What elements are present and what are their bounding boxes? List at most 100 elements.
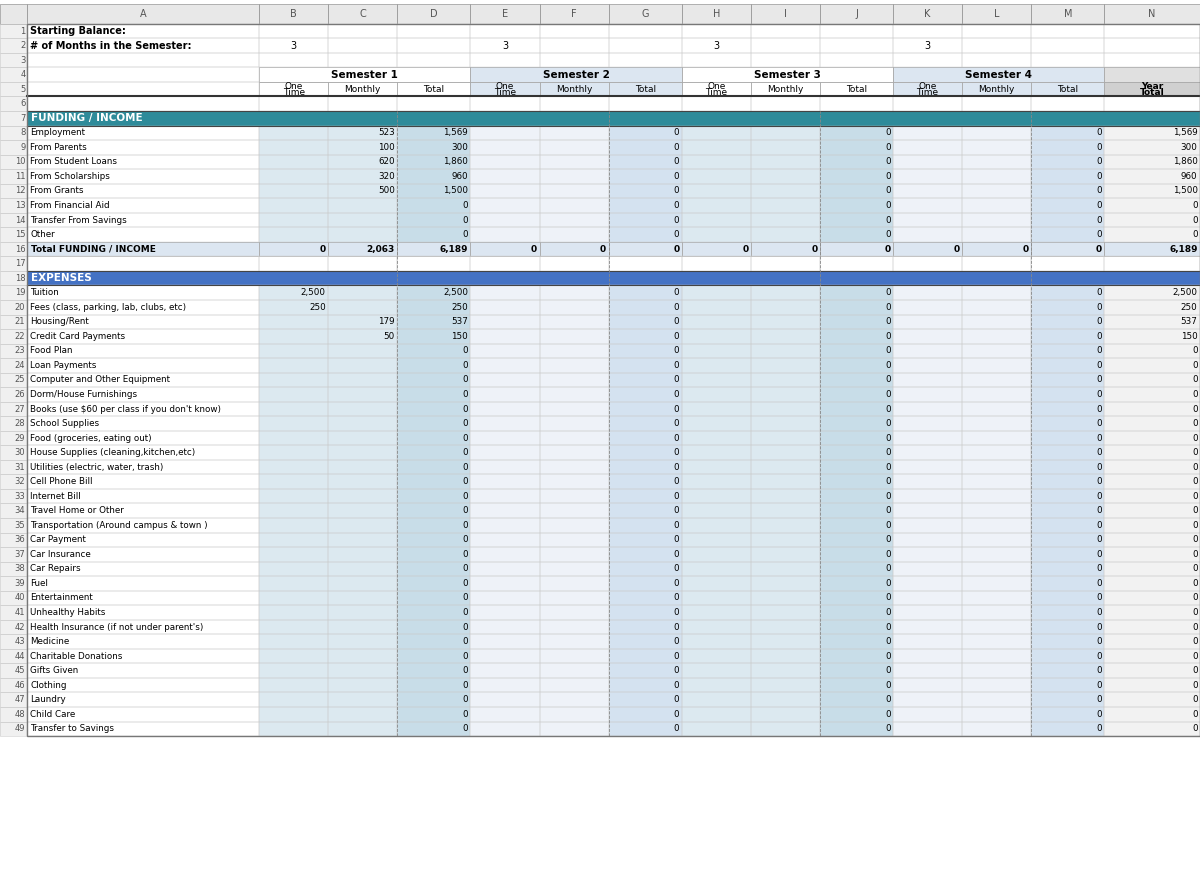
Bar xyxy=(893,547,962,562)
Bar xyxy=(1031,155,1104,169)
Bar xyxy=(893,126,962,140)
Text: 0: 0 xyxy=(673,478,679,486)
Text: 0: 0 xyxy=(673,361,679,370)
Bar xyxy=(682,315,751,329)
Bar xyxy=(1031,648,1104,663)
Bar xyxy=(682,648,751,663)
Text: L: L xyxy=(994,9,1000,19)
Bar xyxy=(26,620,259,634)
Bar xyxy=(540,591,608,605)
Bar xyxy=(0,242,26,256)
Bar xyxy=(329,126,397,140)
Bar xyxy=(1031,692,1104,707)
Bar xyxy=(893,489,962,504)
Bar xyxy=(962,126,1031,140)
Bar xyxy=(540,648,608,663)
Bar xyxy=(0,663,26,678)
Bar xyxy=(1104,518,1200,532)
Bar xyxy=(1104,373,1200,388)
Bar xyxy=(962,663,1031,678)
Text: 0: 0 xyxy=(462,390,468,399)
Text: 0: 0 xyxy=(1097,201,1102,210)
Bar xyxy=(751,242,820,256)
Bar xyxy=(1031,634,1104,649)
Bar xyxy=(1104,678,1200,692)
Bar xyxy=(1104,373,1200,388)
Bar xyxy=(1104,359,1200,373)
Text: 6: 6 xyxy=(20,100,25,108)
Bar xyxy=(608,707,682,722)
Bar xyxy=(1031,82,1104,96)
Bar xyxy=(0,82,26,96)
Bar xyxy=(470,678,540,692)
Text: J: J xyxy=(856,9,858,19)
Bar xyxy=(682,169,751,184)
Bar xyxy=(26,140,259,155)
Bar xyxy=(751,692,820,707)
Text: From Student Loans: From Student Loans xyxy=(30,158,118,167)
Text: 0: 0 xyxy=(1097,623,1102,632)
Bar xyxy=(820,315,893,329)
Text: 1,860: 1,860 xyxy=(443,158,468,167)
Text: 0: 0 xyxy=(884,550,890,559)
Bar xyxy=(682,518,751,532)
Bar xyxy=(608,140,682,155)
Bar xyxy=(0,315,26,329)
Bar xyxy=(540,648,608,663)
Text: 42: 42 xyxy=(14,623,25,632)
Text: 0: 0 xyxy=(673,390,679,399)
Bar xyxy=(0,140,26,155)
Bar xyxy=(470,707,540,722)
Bar xyxy=(470,460,540,475)
Text: 960: 960 xyxy=(451,172,468,181)
Bar xyxy=(0,402,26,417)
Bar xyxy=(893,532,962,547)
Bar xyxy=(0,271,26,285)
Bar xyxy=(1031,532,1104,547)
Text: 0: 0 xyxy=(1192,346,1198,355)
Bar xyxy=(397,518,470,532)
Bar xyxy=(0,82,26,96)
Bar xyxy=(540,140,608,155)
Bar xyxy=(608,431,682,446)
Text: Computer and Other Equipment: Computer and Other Equipment xyxy=(30,375,170,384)
Bar xyxy=(893,227,962,241)
Bar xyxy=(397,431,470,446)
Bar xyxy=(820,213,893,227)
Bar xyxy=(1104,300,1200,315)
Bar xyxy=(26,315,259,329)
Bar xyxy=(470,213,540,227)
Bar xyxy=(329,24,397,38)
Bar xyxy=(329,184,397,198)
Bar xyxy=(1031,140,1104,155)
Bar xyxy=(26,140,259,155)
Bar xyxy=(608,155,682,169)
Text: 0: 0 xyxy=(462,695,468,704)
Text: 0: 0 xyxy=(673,637,679,646)
Bar xyxy=(682,648,751,663)
Bar xyxy=(1031,446,1104,460)
Bar xyxy=(1031,576,1104,591)
Bar xyxy=(470,547,540,562)
Text: 0: 0 xyxy=(462,507,468,515)
Bar xyxy=(259,663,329,678)
Bar xyxy=(1104,576,1200,591)
Bar xyxy=(1104,227,1200,241)
Bar xyxy=(0,38,26,53)
Bar xyxy=(751,678,820,692)
Text: From Financial Aid: From Financial Aid xyxy=(30,201,110,210)
Text: 250: 250 xyxy=(451,303,468,312)
Bar xyxy=(962,475,1031,489)
Bar xyxy=(893,692,962,707)
Text: Books (use $60 per class if you don't know): Books (use $60 per class if you don't kn… xyxy=(30,404,221,413)
Bar xyxy=(26,126,259,140)
Text: 0: 0 xyxy=(1192,507,1198,515)
Bar xyxy=(397,315,470,329)
Text: 1,569: 1,569 xyxy=(443,129,468,137)
Bar xyxy=(682,576,751,591)
Text: 0: 0 xyxy=(884,695,890,704)
Bar xyxy=(26,417,259,431)
Bar xyxy=(682,591,751,605)
Bar xyxy=(397,648,470,663)
Bar xyxy=(1104,359,1200,373)
